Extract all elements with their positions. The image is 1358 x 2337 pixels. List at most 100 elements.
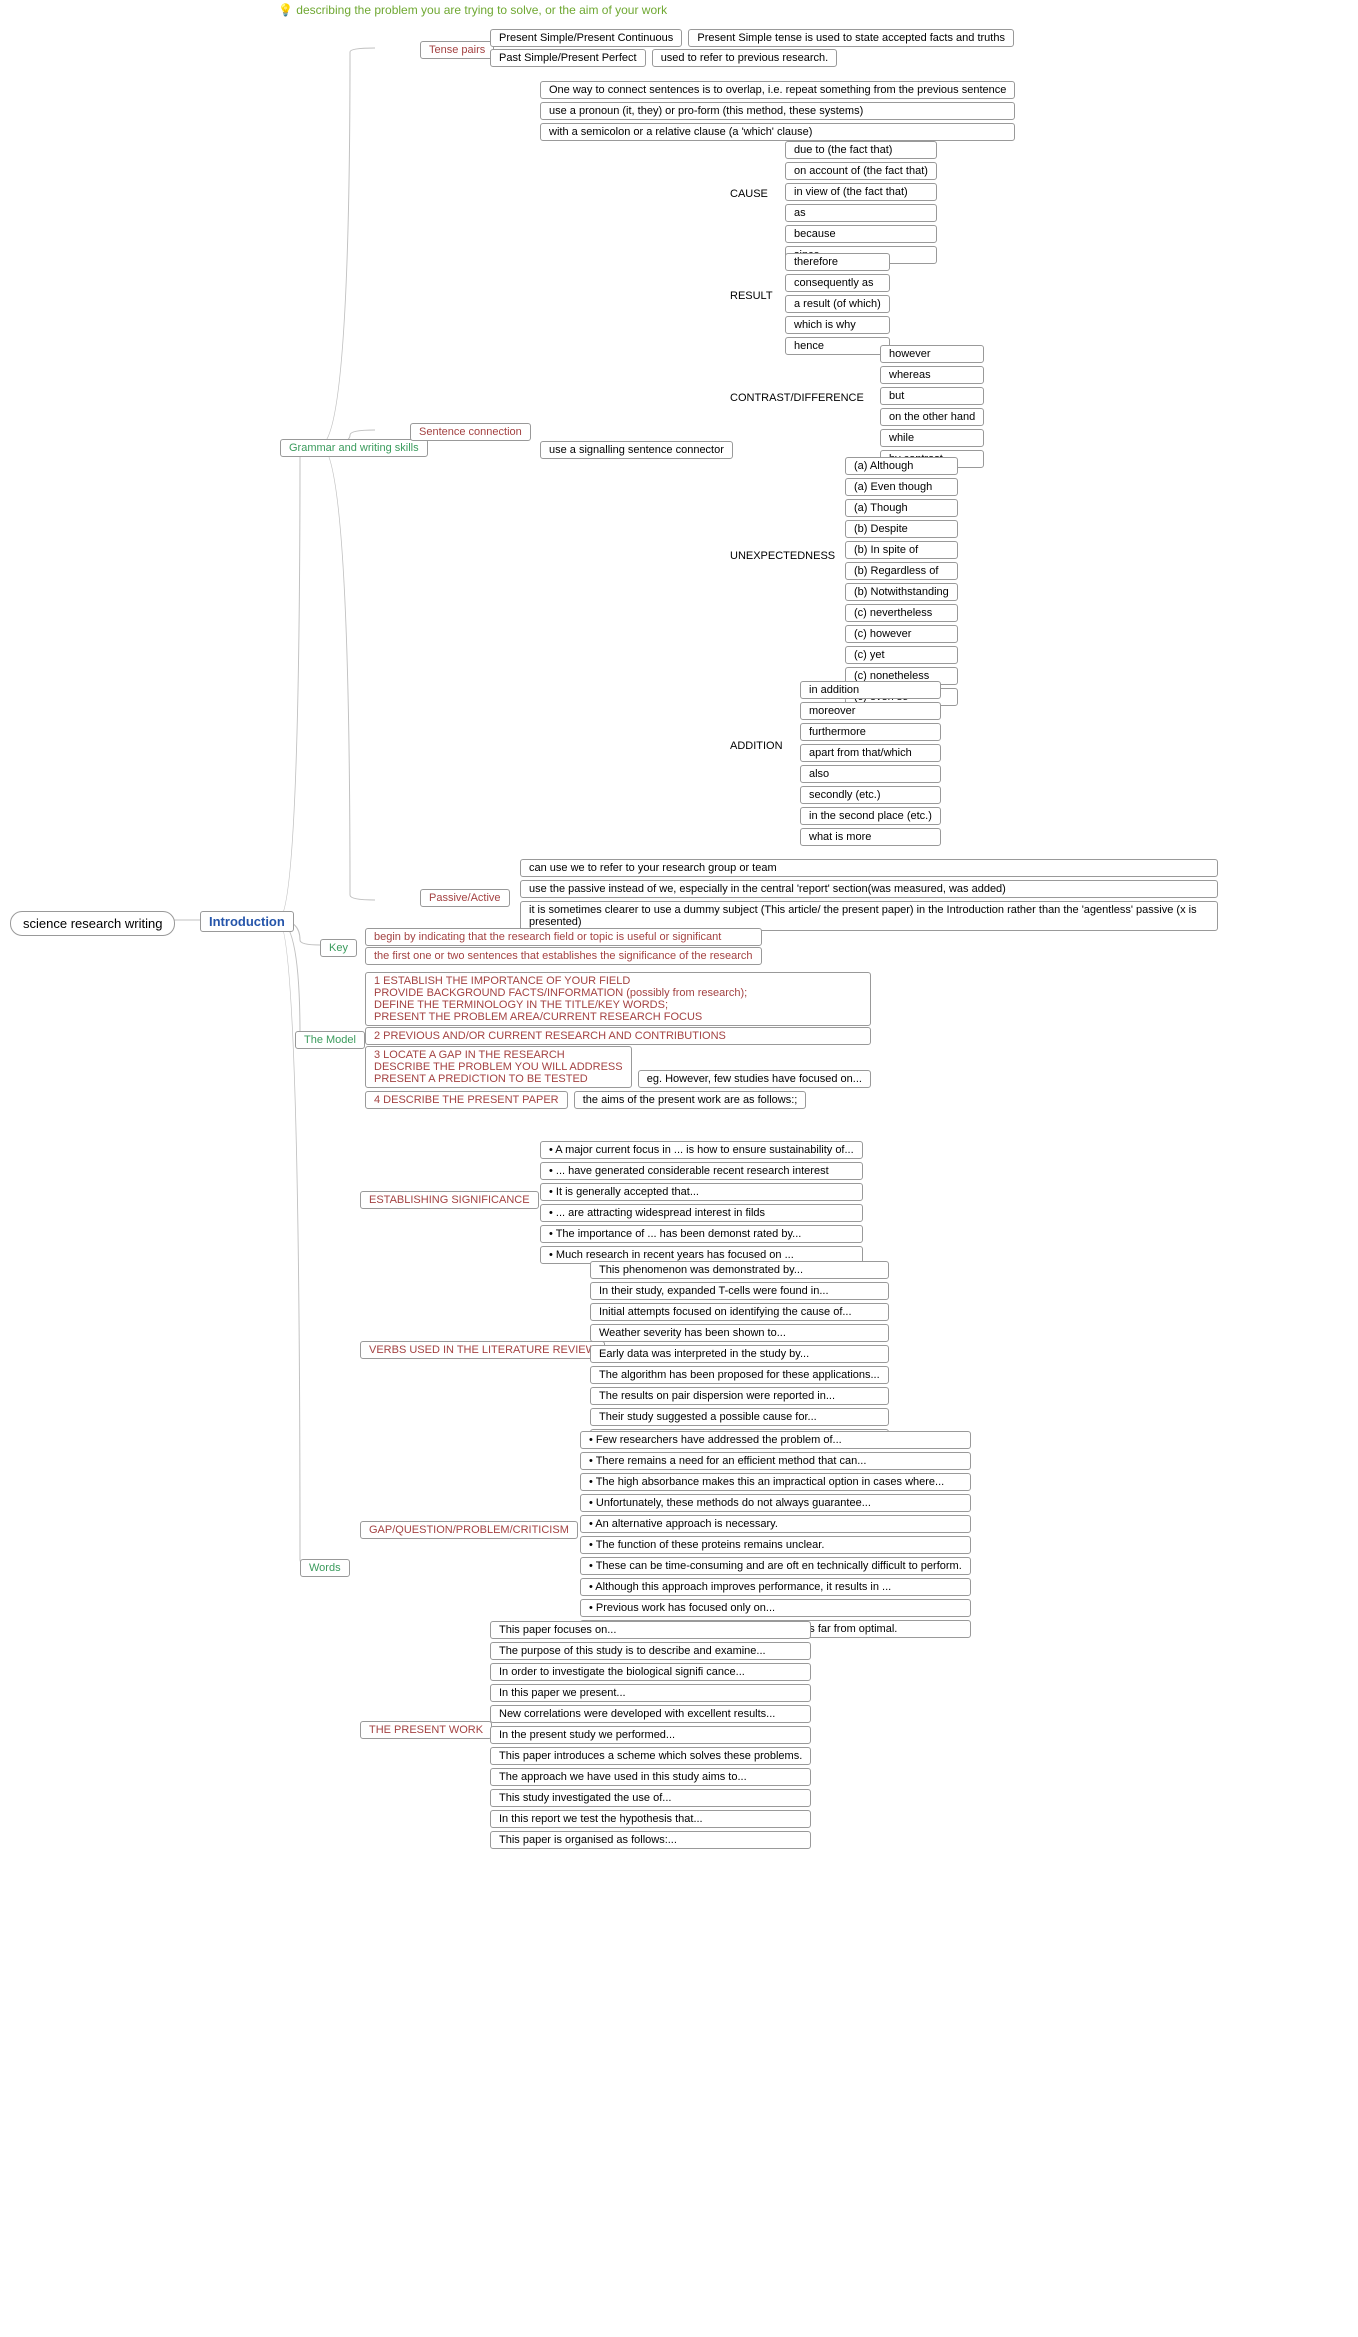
cause-list: due to (the fact that) on account of (the… <box>785 140 937 265</box>
list-item: hence <box>785 337 890 355</box>
result-label: RESULT <box>730 290 773 302</box>
contrast-label: CONTRAST/DIFFERENCE <box>730 392 864 404</box>
list-item: Weather severity has been shown to... <box>590 1324 889 1342</box>
list-item: can use we to refer to your research gro… <box>520 859 1218 877</box>
list-item: (c) yet <box>845 646 958 664</box>
list-item: (c) nevertheless <box>845 604 958 622</box>
list-item: moreover <box>800 702 941 720</box>
list-item: New correlations were developed with exc… <box>490 1705 811 1723</box>
m1: 1 ESTABLISH THE IMPORTANCE OF YOUR FIELD… <box>365 972 871 1026</box>
list-item: • There remains a need for an efficient … <box>580 1452 971 1470</box>
list-item: in addition <box>800 681 941 699</box>
list-item: a result (of which) <box>785 295 890 313</box>
model-node: The Model <box>295 1031 365 1049</box>
list-item: apart from that/which <box>800 744 941 762</box>
pa-list: can use we to refer to your research gro… <box>520 858 1218 932</box>
list-item: (a) Even though <box>845 478 958 496</box>
sentconn-node: Sentence connection <box>410 423 531 441</box>
list-item: which is why <box>785 316 890 334</box>
list-item: • Few researchers have addressed the pro… <box>580 1431 971 1449</box>
list-item: (a) Though <box>845 499 958 517</box>
contrast-list: howeverwhereasbuton the other handwhileb… <box>880 344 984 469</box>
list-item: • Although this approach improves perfor… <box>580 1578 971 1596</box>
addition-label: ADDITION <box>730 740 783 752</box>
est-node: ESTABLISHING SIGNIFICANCE <box>360 1191 539 1209</box>
root-node: science research writing <box>10 911 175 936</box>
list-item: Early data was interpreted in the study … <box>590 1345 889 1363</box>
list-item: • Unfortunately, these methods do not al… <box>580 1494 971 1512</box>
present-node: THE PRESENT WORK <box>360 1721 492 1739</box>
verbs-list: This phenomenon was demonstrated by... In… <box>590 1260 889 1448</box>
key2: the first one or two sentences that esta… <box>365 947 762 965</box>
list-item: This paper introduces a scheme which sol… <box>490 1747 811 1765</box>
list-item: it is sometimes clearer to use a dummy s… <box>520 901 1218 931</box>
result-list: thereforeconsequently asa result (of whi… <box>785 252 890 356</box>
m2: 2 PREVIOUS AND/OR CURRENT RESEARCH AND C… <box>365 1027 871 1045</box>
list-item: while <box>880 429 984 447</box>
list-item: due to (the fact that) <box>785 141 937 159</box>
grammar-node: Grammar and writing skills <box>280 439 428 457</box>
list-item: secondly (etc.) <box>800 786 941 804</box>
addition-list: in additionmoreoverfurthermoreapart from… <box>800 680 941 847</box>
sc1: One way to connect sentences is to overl… <box>540 81 1015 99</box>
list-item: • The high absorbance makes this an impr… <box>580 1473 971 1491</box>
gap-list: • Few researchers have addressed the pro… <box>580 1430 971 1639</box>
list-item: • The function of these proteins remains… <box>580 1536 971 1554</box>
list-item: on the other hand <box>880 408 984 426</box>
list-item: (b) In spite of <box>845 541 958 559</box>
list-item: • It is generally accepted that... <box>540 1183 863 1201</box>
list-item: The results on pair dispersion were repo… <box>590 1387 889 1405</box>
list-item: because <box>785 225 937 243</box>
list-item: • A major current focus in ... is how to… <box>540 1141 863 1159</box>
list-item: on account of (the fact that) <box>785 162 937 180</box>
list-item: as <box>785 204 937 222</box>
list-item: what is more <box>800 828 941 846</box>
unexp-label: UNEXPECTEDNESS <box>730 550 835 562</box>
list-item: In their study, expanded T-cells were fo… <box>590 1282 889 1300</box>
list-item: • ... are attracting widespread interest… <box>540 1204 863 1222</box>
list-item: (c) however <box>845 625 958 643</box>
list-item: Their study suggested a possible cause f… <box>590 1408 889 1426</box>
m4d: the aims of the present work are as foll… <box>574 1091 807 1109</box>
list-item: also <box>800 765 941 783</box>
list-item: This phenomenon was demonstrated by... <box>590 1261 889 1279</box>
t2: Past Simple/Present Perfect <box>490 49 646 67</box>
tip-text: describing the problem you are trying to… <box>296 3 667 17</box>
list-item: (a) Although <box>845 457 958 475</box>
list-item: In this report we test the hypothesis th… <box>490 1810 811 1828</box>
list-item: This paper is organised as follows:... <box>490 1831 811 1849</box>
list-item: This study investigated the use of... <box>490 1789 811 1807</box>
list-item: In this paper we present... <box>490 1684 811 1702</box>
tense-children: Present Simple/Present Continuous Presen… <box>490 28 1014 68</box>
gap-node: GAP/QUESTION/PROBLEM/CRITICISM <box>360 1521 578 1539</box>
list-item: • ... have generated considerable recent… <box>540 1162 863 1180</box>
sc4: use a signalling sentence connector <box>540 441 733 459</box>
list-item: In order to investigate the biological s… <box>490 1663 811 1681</box>
list-item: • The importance of ... has been demonst… <box>540 1225 863 1243</box>
list-item: The purpose of this study is to describe… <box>490 1642 811 1660</box>
intro-node: Introduction <box>200 911 294 932</box>
list-item: (b) Despite <box>845 520 958 538</box>
key1: begin by indicating that the research fi… <box>365 928 762 946</box>
present-list: This paper focuses on...The purpose of t… <box>490 1620 811 1850</box>
list-item: consequently as <box>785 274 890 292</box>
list-item: use the passive instead of we, especiall… <box>520 880 1218 898</box>
list-item: • An alternative approach is necessary. <box>580 1515 971 1533</box>
sc-top: One way to connect sentences is to overl… <box>540 80 1015 142</box>
est-list: • A major current focus in ... is how to… <box>540 1140 863 1265</box>
sc2: use a pronoun (it, they) or pro-form (th… <box>540 102 1015 120</box>
passive-node: Passive/Active <box>420 889 510 907</box>
m3d: eg. However, few studies have focused on… <box>638 1070 871 1088</box>
list-item: The approach we have used in this study … <box>490 1768 811 1786</box>
list-item: • Previous work has focused only on... <box>580 1599 971 1617</box>
list-item: in the second place (etc.) <box>800 807 941 825</box>
list-item: however <box>880 345 984 363</box>
list-item: (b) Regardless of <box>845 562 958 580</box>
list-item: whereas <box>880 366 984 384</box>
list-item: The algorithm has been proposed for thes… <box>590 1366 889 1384</box>
list-item: In the present study we performed... <box>490 1726 811 1744</box>
words-node: Words <box>300 1559 350 1577</box>
list-item: Initial attempts focused on identifying … <box>590 1303 889 1321</box>
cause-label: CAUSE <box>730 188 768 200</box>
tip-row: 💡 describing the problem you are trying … <box>278 3 667 17</box>
